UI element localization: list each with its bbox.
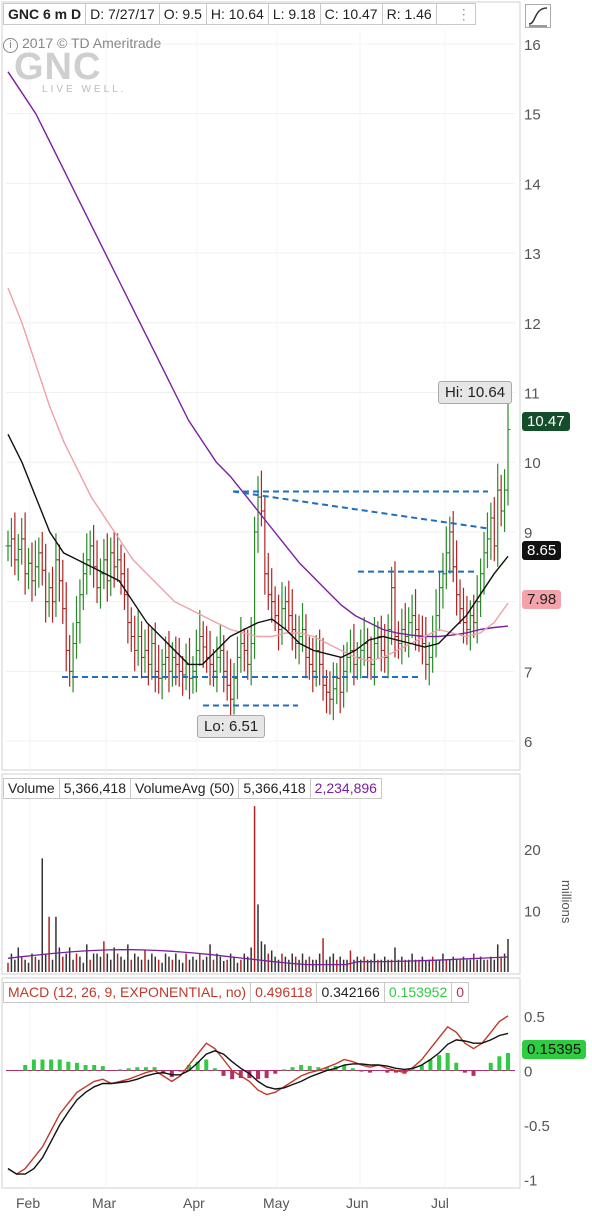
macd-zero: 0	[451, 982, 470, 1003]
month-tick-label: May	[263, 1195, 289, 1211]
high-label: H: 10.64	[205, 3, 269, 25]
ma-short-label: 8.65	[522, 541, 562, 560]
copyright-watermark: i 2017 © TD Ameritrade	[3, 35, 161, 53]
price-tick-label: 11	[524, 386, 540, 403]
ma-short-line	[7, 433, 509, 666]
ma-mid-line	[7, 287, 509, 662]
macd-hist-label: 0.15395	[522, 1040, 587, 1059]
price-tick-label: 12	[524, 316, 541, 333]
price-tick-label: 15	[524, 107, 541, 124]
drawing-tool-icon[interactable]	[525, 4, 551, 28]
macd-avg: 0.342166	[316, 982, 385, 1003]
macd-diff: 0.153952	[383, 982, 453, 1003]
date-label: D: 7/27/17	[85, 3, 160, 25]
lo-callout: Lo: 6.51	[197, 715, 266, 738]
month-tick-label: Mar	[92, 1195, 116, 1211]
volume-avg-value: 5,366,418	[238, 778, 311, 799]
month-tick-label: Apr	[183, 1195, 205, 1211]
month-tick-label: Jul	[431, 1195, 449, 1211]
macd-tick-label: 0.5	[524, 1009, 545, 1026]
macd-value: 0.496118	[250, 982, 318, 1003]
ma-mid-label: 7.98	[522, 590, 562, 609]
range-label: R: 1.46	[381, 3, 437, 25]
close-icon[interactable]: ⋮	[435, 3, 476, 25]
chart-header: GNC 6 m D D: 7/27/17 O: 9.5 H: 10.64 L: …	[3, 3, 476, 25]
macd-name: MACD (12, 26, 9, EXPONENTIAL, no)	[3, 982, 252, 1003]
month-tick-label: Jun	[346, 1195, 369, 1211]
price-tick-label: 6	[524, 734, 532, 751]
volume-tick-label: 20	[524, 842, 541, 859]
close-label: C: 10.47	[319, 3, 383, 25]
macd-panel	[1, 977, 521, 1189]
macd-tick-label: 0	[524, 1063, 532, 1080]
symbol-label[interactable]: GNC 6 m D	[3, 3, 87, 25]
price-tick-label: 7	[524, 664, 532, 681]
price-tick-label: 16	[524, 37, 541, 54]
hi-callout: Hi: 10.64	[438, 381, 513, 404]
company-logo: GNC LIVE WELL.	[14, 46, 127, 95]
open-label: O: 9.5	[158, 3, 207, 25]
volume-unit: millions	[559, 880, 574, 924]
price-tick-label: 13	[524, 246, 541, 263]
pattern-line	[232, 490, 489, 530]
macd-tick-label: -1	[524, 1173, 537, 1190]
volume-avg-name: VolumeAvg (50)	[130, 778, 240, 799]
macd-header: MACD (12, 26, 9, EXPONENTIAL, no) 0.4961…	[3, 982, 470, 1003]
macd-line	[7, 1015, 509, 1175]
volume-panel	[1, 773, 521, 975]
volume-tick-label: 10	[524, 904, 541, 921]
signal-line	[7, 1032, 509, 1175]
last-price-label: 10.47	[522, 412, 570, 431]
volume-avg-line	[7, 949, 509, 966]
volume-header: Volume 5,366,418 VolumeAvg (50) 5,366,41…	[3, 778, 382, 799]
low-label: L: 9.18	[267, 3, 321, 25]
volume-name: Volume	[3, 778, 60, 799]
price-tick-label: 9	[524, 525, 532, 542]
price-tick-label: 10	[524, 455, 541, 472]
volume-value: 5,366,418	[58, 778, 131, 799]
volume-avg-other: 2,234,896	[309, 778, 382, 799]
month-tick-label: Feb	[16, 1195, 40, 1211]
price-tick-label: 14	[524, 176, 541, 193]
price-panel	[1, 1, 521, 771]
macd-tick-label: -0.5	[524, 1118, 550, 1135]
